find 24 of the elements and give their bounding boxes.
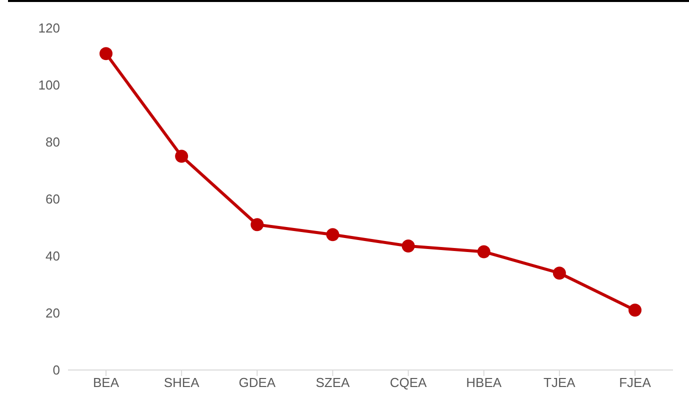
- point: [250, 218, 264, 232]
- top-rule: BEA SHEA GDEA SZEA CQEA HBEA TJEA FJEA 0 20 40 60 80 100 120: [8, 0, 689, 402]
- x-tick-label: SZEA: [316, 375, 350, 390]
- x-tick-label: BEA: [92, 375, 120, 390]
- point: [175, 150, 188, 163]
- point: [402, 240, 415, 253]
- y-tick-label: 20: [46, 306, 60, 321]
- x-tick-label: FJEA: [619, 375, 652, 390]
- x-tick-label: SHEA: [164, 375, 200, 390]
- y-tick-label: 60: [46, 192, 60, 207]
- point: [100, 47, 112, 60]
- x-tick-label: CQEA: [390, 375, 428, 390]
- y-tick-label: 0: [52, 362, 60, 378]
- point: [326, 228, 340, 242]
- x-tick-label: TJEA: [544, 375, 576, 390]
- x-tick-label: HBEA: [466, 375, 502, 390]
- y-tick-label: 100: [38, 78, 60, 93]
- y-tick-label: 120: [38, 20, 60, 36]
- point: [628, 304, 642, 317]
- point: [552, 266, 566, 280]
- x-tick-label: GDEA: [238, 375, 276, 390]
- point: [477, 245, 490, 258]
- y-tick-label: 40: [46, 248, 60, 264]
- y-tick-label: 80: [46, 134, 60, 150]
